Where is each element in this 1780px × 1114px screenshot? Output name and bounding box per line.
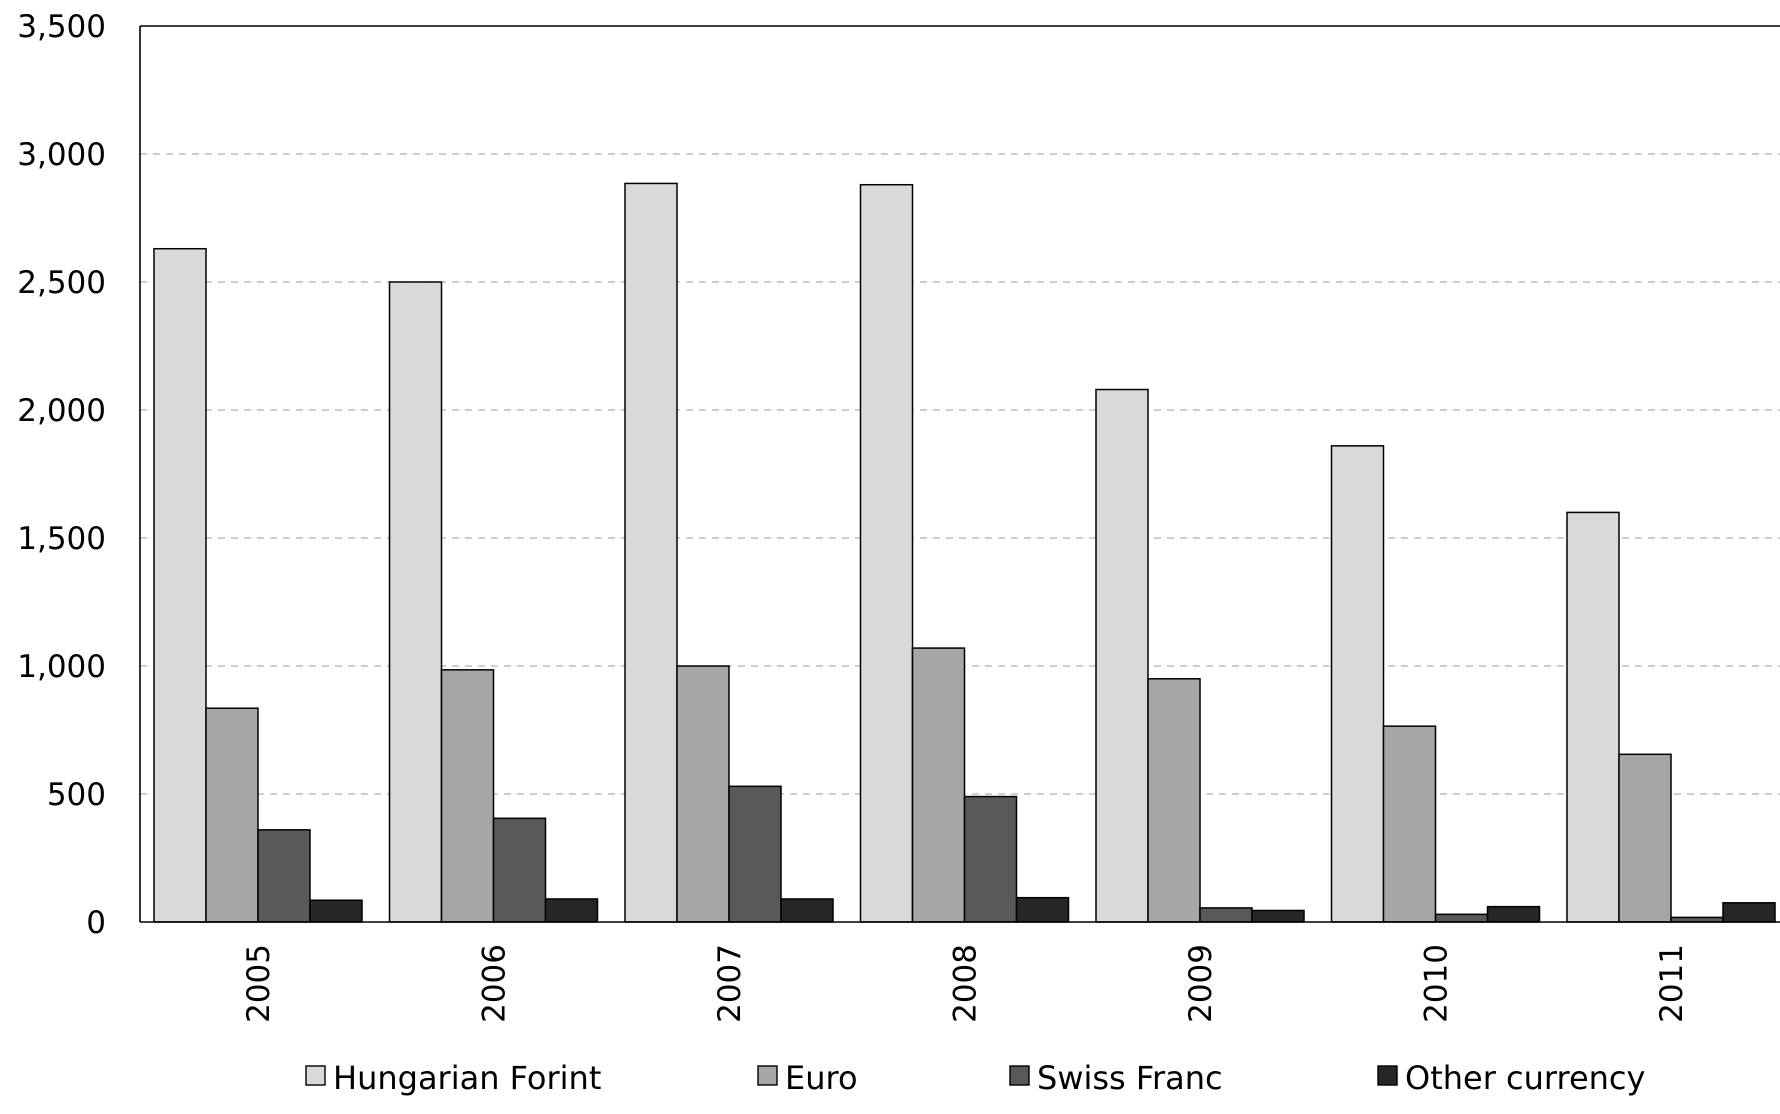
bar-hungarian-forint-2006 xyxy=(388,281,443,923)
bar-other-currency-2006 xyxy=(544,898,599,923)
bar-euro-2011 xyxy=(1618,753,1672,923)
bar-swiss-franc-2009 xyxy=(1199,907,1253,923)
y-tick-label: 1,500 xyxy=(17,521,106,557)
bars xyxy=(153,182,1776,923)
legend: Hungarian Forint Euro Swiss Franc Other cur… xyxy=(305,1059,1645,1097)
y-tick-label: 2,000 xyxy=(17,393,106,429)
y-tick-label: 500 xyxy=(47,777,106,813)
bar-euro-2008 xyxy=(911,647,966,923)
bar-other-currency-2007 xyxy=(780,898,834,923)
legend-swatch xyxy=(1009,1065,1030,1086)
bar-hungarian-forint-2007 xyxy=(624,182,678,923)
bar-euro-2005 xyxy=(205,707,259,923)
y-tick-label: 1,000 xyxy=(17,649,106,685)
bar-swiss-franc-2006 xyxy=(492,817,547,923)
x-tick-label: 2010 xyxy=(1419,944,1455,1023)
legend-swatch xyxy=(305,1065,326,1086)
y-axis-tick-labels: 0 500 1,000 1,500 2,000 2,500 3,000 3,500 xyxy=(17,9,106,941)
legend-swatch xyxy=(757,1065,778,1086)
bar-swiss-franc-2007 xyxy=(728,785,782,923)
y-tick-label: 3,500 xyxy=(17,9,106,45)
y-tick-label: 3,000 xyxy=(17,137,106,173)
legend-label: Hungarian Forint xyxy=(333,1059,601,1097)
bar-other-currency-2009 xyxy=(1251,909,1305,923)
x-tick-label: 2008 xyxy=(948,944,984,1023)
legend-label: Other currency xyxy=(1405,1059,1645,1097)
bar-swiss-franc-2008 xyxy=(963,795,1018,923)
y-tick-label: 2,500 xyxy=(17,265,106,301)
x-tick-label: 2006 xyxy=(477,944,513,1023)
bar-euro-2007 xyxy=(676,665,730,923)
x-tick-label: 2007 xyxy=(712,944,748,1023)
bar-hungarian-forint-2005 xyxy=(153,247,207,923)
bar-swiss-franc-2010 xyxy=(1434,913,1489,923)
x-tick-label: 2009 xyxy=(1183,944,1219,1023)
bar-other-currency-2010 xyxy=(1486,905,1541,923)
y-tick-label: 0 xyxy=(86,905,106,941)
legend-label: Swiss Franc xyxy=(1037,1059,1223,1097)
x-tick-label: 2005 xyxy=(241,944,277,1023)
bar-hungarian-forint-2009 xyxy=(1095,388,1149,923)
legend-swatch xyxy=(1377,1065,1398,1086)
bar-euro-2009 xyxy=(1147,678,1201,923)
legend-label: Euro xyxy=(785,1059,858,1097)
x-tick-label: 2011 xyxy=(1654,944,1690,1023)
bar-other-currency-2008 xyxy=(1015,896,1070,923)
bar-other-currency-2005 xyxy=(309,899,363,923)
bar-euro-2010 xyxy=(1382,725,1437,923)
bar-swiss-franc-2005 xyxy=(257,829,311,923)
axes xyxy=(139,25,1780,923)
bar-hungarian-forint-2008 xyxy=(859,183,914,923)
bar-euro-2006 xyxy=(440,669,495,923)
bar-hungarian-forint-2011 xyxy=(1566,511,1620,923)
bar-other-currency-2011 xyxy=(1722,902,1776,923)
x-axis-tick-labels: 2005 2006 2007 2008 2009 2010 2011 xyxy=(241,944,1690,1023)
bar-hungarian-forint-2010 xyxy=(1330,445,1385,923)
